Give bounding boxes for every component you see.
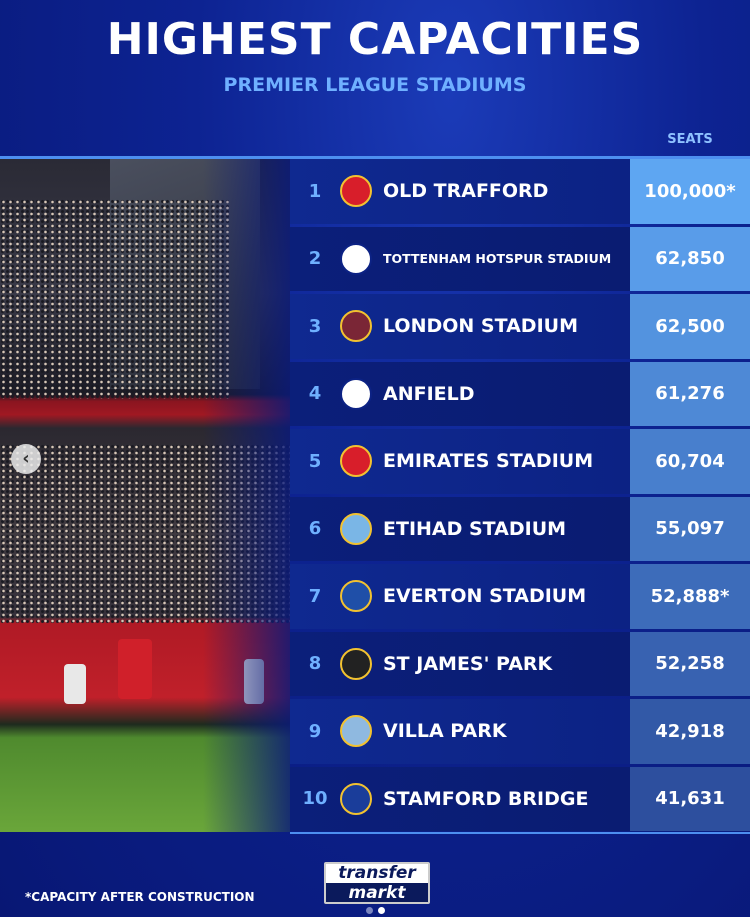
page-subtitle: PREMIER LEAGUE STADIUMS <box>223 74 527 96</box>
seats-value: 52,888* <box>630 564 750 629</box>
rank: 9 <box>308 720 322 742</box>
carousel-dot[interactable] <box>366 907 373 914</box>
table-row: 4 ANFIELD 61,276 <box>290 361 750 426</box>
table-row: 3 LONDON STADIUM 62,500 <box>290 294 750 359</box>
table-row: 1 OLD TRAFFORD 100,000* <box>290 159 750 224</box>
aston-villa-crest-icon <box>340 715 372 748</box>
rank: 2 <box>308 248 322 270</box>
stadium-name: LONDON STADIUM <box>383 315 578 338</box>
stadium-name: TOTTENHAM HOTSPUR STADIUM <box>383 251 612 267</box>
carousel-indicator <box>366 907 385 914</box>
logo-text: transfer <box>326 864 428 883</box>
stadium-cell: 6 ETIHAD STADIUM <box>290 496 630 561</box>
seats-value: 62,850 <box>630 226 750 291</box>
stadium-cell: 2 TOTTENHAM HOTSPUR STADIUM <box>290 226 630 291</box>
seats-value: 61,276 <box>630 361 750 426</box>
liverpool-liverbird-crest-icon <box>340 377 372 410</box>
stadium-cell: 9 VILLA PARK <box>290 699 630 764</box>
stadium-cell: 4 ANFIELD <box>290 361 630 426</box>
table-row: 5 EMIRATES STADIUM 60,704 <box>290 429 750 494</box>
page-title: HIGHEST CAPACITIES <box>106 14 644 65</box>
stadium-name: EMIRATES STADIUM <box>383 450 594 473</box>
logo-text: markt <box>326 883 428 902</box>
stadium-cell: 7 EVERTON STADIUM <box>290 564 630 629</box>
chelsea-crest-icon <box>340 782 372 815</box>
table-row: 9 VILLA PARK 42,918 <box>290 699 750 764</box>
manchester-city-crest-icon <box>340 512 372 545</box>
tottenham-cockerel-crest-icon <box>340 242 372 275</box>
stadium-name: ST JAMES' PARK <box>383 652 553 675</box>
carousel-previous-button[interactable]: ‹ <box>11 444 41 474</box>
west-ham-crest-icon <box>340 310 372 343</box>
rank: 4 <box>308 383 322 405</box>
stadium-cell: 8 ST JAMES' PARK <box>290 631 630 696</box>
divider <box>0 156 750 159</box>
seats-value: 41,631 <box>630 766 750 831</box>
stadium-name: ETIHAD STADIUM <box>383 517 567 540</box>
stadium-cell: 5 EMIRATES STADIUM <box>290 429 630 494</box>
stadium-name: ANFIELD <box>383 382 475 405</box>
manchester-united-crest-icon <box>340 175 372 208</box>
divider <box>290 832 750 834</box>
footnote: *CAPACITY AFTER CONSTRUCTION <box>25 890 255 904</box>
rank: 5 <box>308 450 322 472</box>
carousel-dot-active[interactable] <box>378 907 385 914</box>
stadium-cell: 10 STAMFORD BRIDGE <box>290 766 630 831</box>
seats-column-header: SEATS <box>667 132 713 147</box>
seats-value: 55,097 <box>630 496 750 561</box>
rank: 7 <box>308 585 322 607</box>
newcastle-crest-icon <box>340 647 372 680</box>
seats-value: 100,000* <box>630 159 750 224</box>
table-row: 2 TOTTENHAM HOTSPUR STADIUM 62,850 <box>290 226 750 291</box>
table-row: 6 ETIHAD STADIUM 55,097 <box>290 496 750 561</box>
transfermarkt-logo: transfer markt <box>324 862 430 904</box>
seats-value: 52,258 <box>630 631 750 696</box>
stadium-name: VILLA PARK <box>383 720 507 743</box>
player <box>244 659 264 704</box>
everton-crest-icon <box>340 580 372 613</box>
stadium-table: 1 OLD TRAFFORD 100,000* 2 TOTTENHAM HOTS… <box>290 159 750 834</box>
player <box>118 639 152 699</box>
crowd-upper <box>0 199 230 399</box>
table-row: 10 STAMFORD BRIDGE 41,631 <box>290 766 750 831</box>
arsenal-crest-icon <box>340 445 372 478</box>
table-row: 7 EVERTON STADIUM 52,888* <box>290 564 750 629</box>
seats-value: 42,918 <box>630 699 750 764</box>
seats-value: 62,500 <box>630 294 750 359</box>
seats-value: 60,704 <box>630 429 750 494</box>
player <box>64 664 86 704</box>
rank: 10 <box>302 788 328 810</box>
crowd-lower <box>0 444 290 624</box>
table-row: 8 ST JAMES' PARK 52,258 <box>290 631 750 696</box>
stadium-photo <box>0 159 290 832</box>
rank: 1 <box>308 180 322 202</box>
stadium-name: OLD TRAFFORD <box>383 180 549 203</box>
rank: 8 <box>308 653 322 675</box>
stadium-name: STAMFORD BRIDGE <box>383 787 589 810</box>
stadium-cell: 3 LONDON STADIUM <box>290 294 630 359</box>
rank: 3 <box>308 315 322 337</box>
stadium-name: EVERTON STADIUM <box>383 585 587 608</box>
stadium-cell: 1 OLD TRAFFORD <box>290 159 630 224</box>
stand-structure <box>110 159 260 389</box>
rank: 6 <box>308 518 322 540</box>
